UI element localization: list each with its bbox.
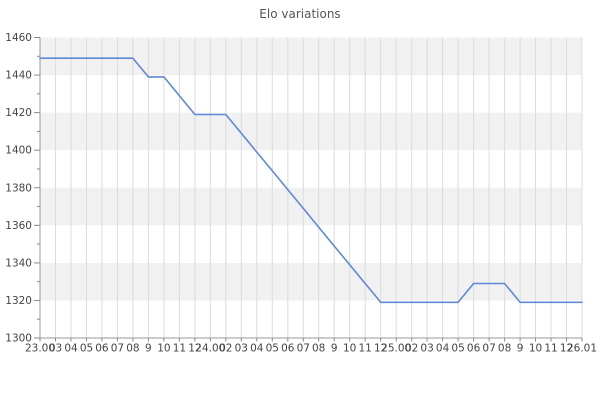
plot-band xyxy=(40,262,582,301)
x-tick-label: 9 xyxy=(145,343,152,355)
y-tick-label: 1420 xyxy=(5,107,32,119)
y-tick-label: 1340 xyxy=(5,257,32,269)
x-tick-label: 07 xyxy=(111,343,124,355)
x-tick-label: 02 xyxy=(219,343,232,355)
x-tick-label: 05 xyxy=(451,343,464,355)
x-tick-label: 02 xyxy=(405,343,418,355)
y-tick-label: 1360 xyxy=(5,220,32,232)
x-tick-label: 03 xyxy=(235,343,248,355)
y-tick-label: 1320 xyxy=(5,295,32,307)
x-tick-label: 11 xyxy=(173,343,186,355)
x-tick-label: 24.00 xyxy=(195,343,225,355)
plot-band xyxy=(40,187,582,226)
y-tick-label: 1460 xyxy=(5,32,32,44)
x-tick-label: 08 xyxy=(498,343,511,355)
x-tick-label: 12 xyxy=(374,343,387,355)
x-tick-label: 12 xyxy=(188,343,201,355)
x-tick-label: 08 xyxy=(312,343,325,355)
x-tick-label: 06 xyxy=(95,343,109,355)
x-tick-label: 23.00 xyxy=(25,343,55,355)
x-tick-label: 05 xyxy=(80,343,93,355)
x-tick-label: 07 xyxy=(482,343,495,355)
x-tick-label: 06 xyxy=(467,343,481,355)
y-tick-label: 1380 xyxy=(5,182,32,194)
x-tick-label: 07 xyxy=(297,343,310,355)
x-axis-ticks xyxy=(39,338,583,342)
x-tick-label: 11 xyxy=(544,343,557,355)
x-tick-label: 10 xyxy=(529,343,542,355)
plot-bands xyxy=(40,37,582,301)
y-tick-label: 1440 xyxy=(5,70,32,82)
x-tick-label: 03 xyxy=(49,343,62,355)
x-tick-label: 04 xyxy=(64,343,78,355)
vertical-gridlines xyxy=(39,37,583,338)
x-tick-label: 08 xyxy=(126,343,139,355)
x-tick-label: 26.01 xyxy=(567,343,597,355)
x-tick-label: 04 xyxy=(250,343,264,355)
x-tick-label: 10 xyxy=(157,343,170,355)
x-tick-label: 10 xyxy=(343,343,356,355)
x-tick-label: 25.00 xyxy=(381,343,411,355)
x-tick-label: 12 xyxy=(560,343,573,355)
plot-band xyxy=(40,112,582,151)
y-tick-label: 1400 xyxy=(5,145,32,157)
x-tick-label: 06 xyxy=(281,343,295,355)
x-tick-label: 9 xyxy=(517,343,524,355)
chart-title: Elo variations xyxy=(259,7,340,21)
y-axis-ticks xyxy=(34,37,40,339)
x-tick-label: 9 xyxy=(331,343,338,355)
plot-band xyxy=(40,37,582,76)
elo-series-line xyxy=(39,57,583,304)
x-tick-label: 05 xyxy=(266,343,279,355)
y-axis-labels: 1460 1440 1420 1400 1380 1360 1340 1320 1300 xyxy=(5,32,32,345)
x-tick-label: 11 xyxy=(359,343,372,355)
y-tick-label: 1300 xyxy=(5,333,32,345)
x-tick-label: 04 xyxy=(436,343,450,355)
x-tick-label: 03 xyxy=(420,343,433,355)
